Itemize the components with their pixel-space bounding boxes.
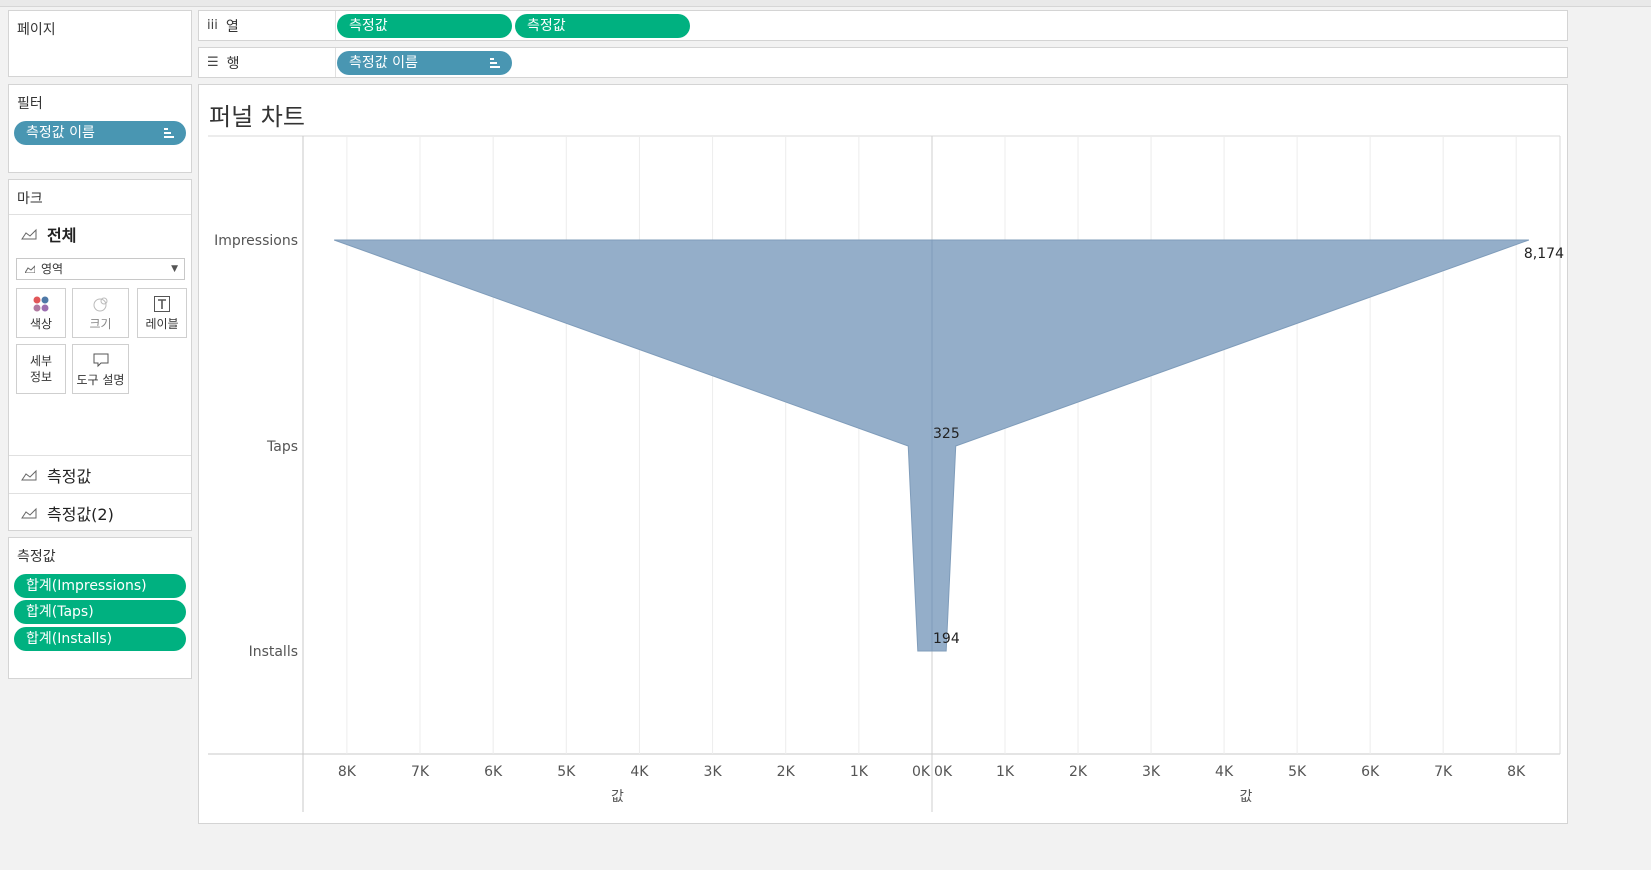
detail-label-2: 정보 [29,370,53,384]
rows-label-text: 행 [226,55,240,72]
filters-title: 필터 [17,96,43,112]
measure-pill[interactable]: 합계(Impressions) [14,574,186,598]
marks-layer-1-label: 측정값 [47,467,92,486]
rows-pill-label: 측정값 이름 [349,55,418,71]
text-label-icon [154,296,170,312]
columns-pill[interactable]: 측정값 [337,14,512,38]
tooltip-button[interactable]: 도구 설명 [72,344,129,394]
marks-card: 마크 전체 영역 ▼ 색상 크기 레이블 세부 정보 도구 설명 [8,179,192,531]
filters-card: 필터 측정값 이름 [8,84,192,173]
area-mark-icon [21,469,37,481]
detail-button[interactable]: 세부 정보 [16,344,66,394]
measure-values-title: 측정값 [17,549,56,565]
measure-pill-label: 합계(Impressions) [26,578,147,594]
size-button[interactable]: 크기 [72,288,129,338]
marks-layer-1-row[interactable]: 측정값 [9,455,191,494]
marks-layer-2-label: 측정값(2) [47,505,114,524]
tooltip-label: 도구 설명 [76,373,125,387]
marks-layer-2-row[interactable]: 측정값(2) [9,493,191,532]
color-button[interactable]: 색상 [16,288,66,338]
columns-pill-label: 측정값 [349,18,388,34]
area-mark-icon [25,265,35,273]
marks-all-label: 전체 [47,226,77,245]
chart-title: 퍼널 차트 [209,103,305,131]
sort-icon [490,58,500,68]
tooltip-icon [93,353,108,368]
marks-all-row[interactable]: 전체 [9,214,191,253]
pages-title: 페이지 [17,22,56,38]
rows-pill[interactable]: 측정값 이름 [337,51,512,75]
measure-values-card: 측정값 합계(Impressions) 합계(Taps) 합계(Installs… [8,537,192,679]
color-label: 색상 [29,317,53,331]
size-icon [93,297,107,312]
top-toolbar-strip [0,0,1651,7]
filter-pill-label: 측정값 이름 [26,125,95,141]
mark-type-dropdown[interactable]: 영역 ▼ [16,258,185,280]
size-label: 크기 [89,317,112,331]
sort-icon [164,128,174,138]
color-icon [33,296,49,312]
rows-icon: ☰ [207,55,219,70]
columns-pill-label: 측정값 [527,18,566,34]
measure-pill[interactable]: 합계(Installs) [14,627,186,651]
columns-icon: iii [207,18,218,33]
rows-shelf-label: ☰ 행 [207,48,336,77]
label-label: 레이블 [145,317,179,331]
label-button[interactable]: 레이블 [137,288,187,338]
area-mark-icon [21,228,37,240]
columns-shelf-label: iii 열 [207,11,336,40]
columns-shelf: iii 열 측정값 측정값 [198,10,1568,41]
filter-pill[interactable]: 측정값 이름 [14,121,186,145]
measure-pill-label: 합계(Taps) [26,604,94,620]
columns-label-text: 열 [225,18,239,35]
columns-pill[interactable]: 측정값 [515,14,690,38]
mark-type-label: 영역 [41,262,64,276]
measure-pill-label: 합계(Installs) [26,631,113,647]
detail-label-1: 세부 [29,354,53,368]
measure-pill[interactable]: 합계(Taps) [14,600,186,624]
pages-card: 페이지 [8,10,192,77]
marks-title: 마크 [17,191,43,207]
chevron-down-icon: ▼ [171,264,178,274]
area-mark-icon [21,507,37,519]
rows-shelf: ☰ 행 측정값 이름 [198,47,1568,78]
view-area: 퍼널 차트 [198,84,1568,824]
